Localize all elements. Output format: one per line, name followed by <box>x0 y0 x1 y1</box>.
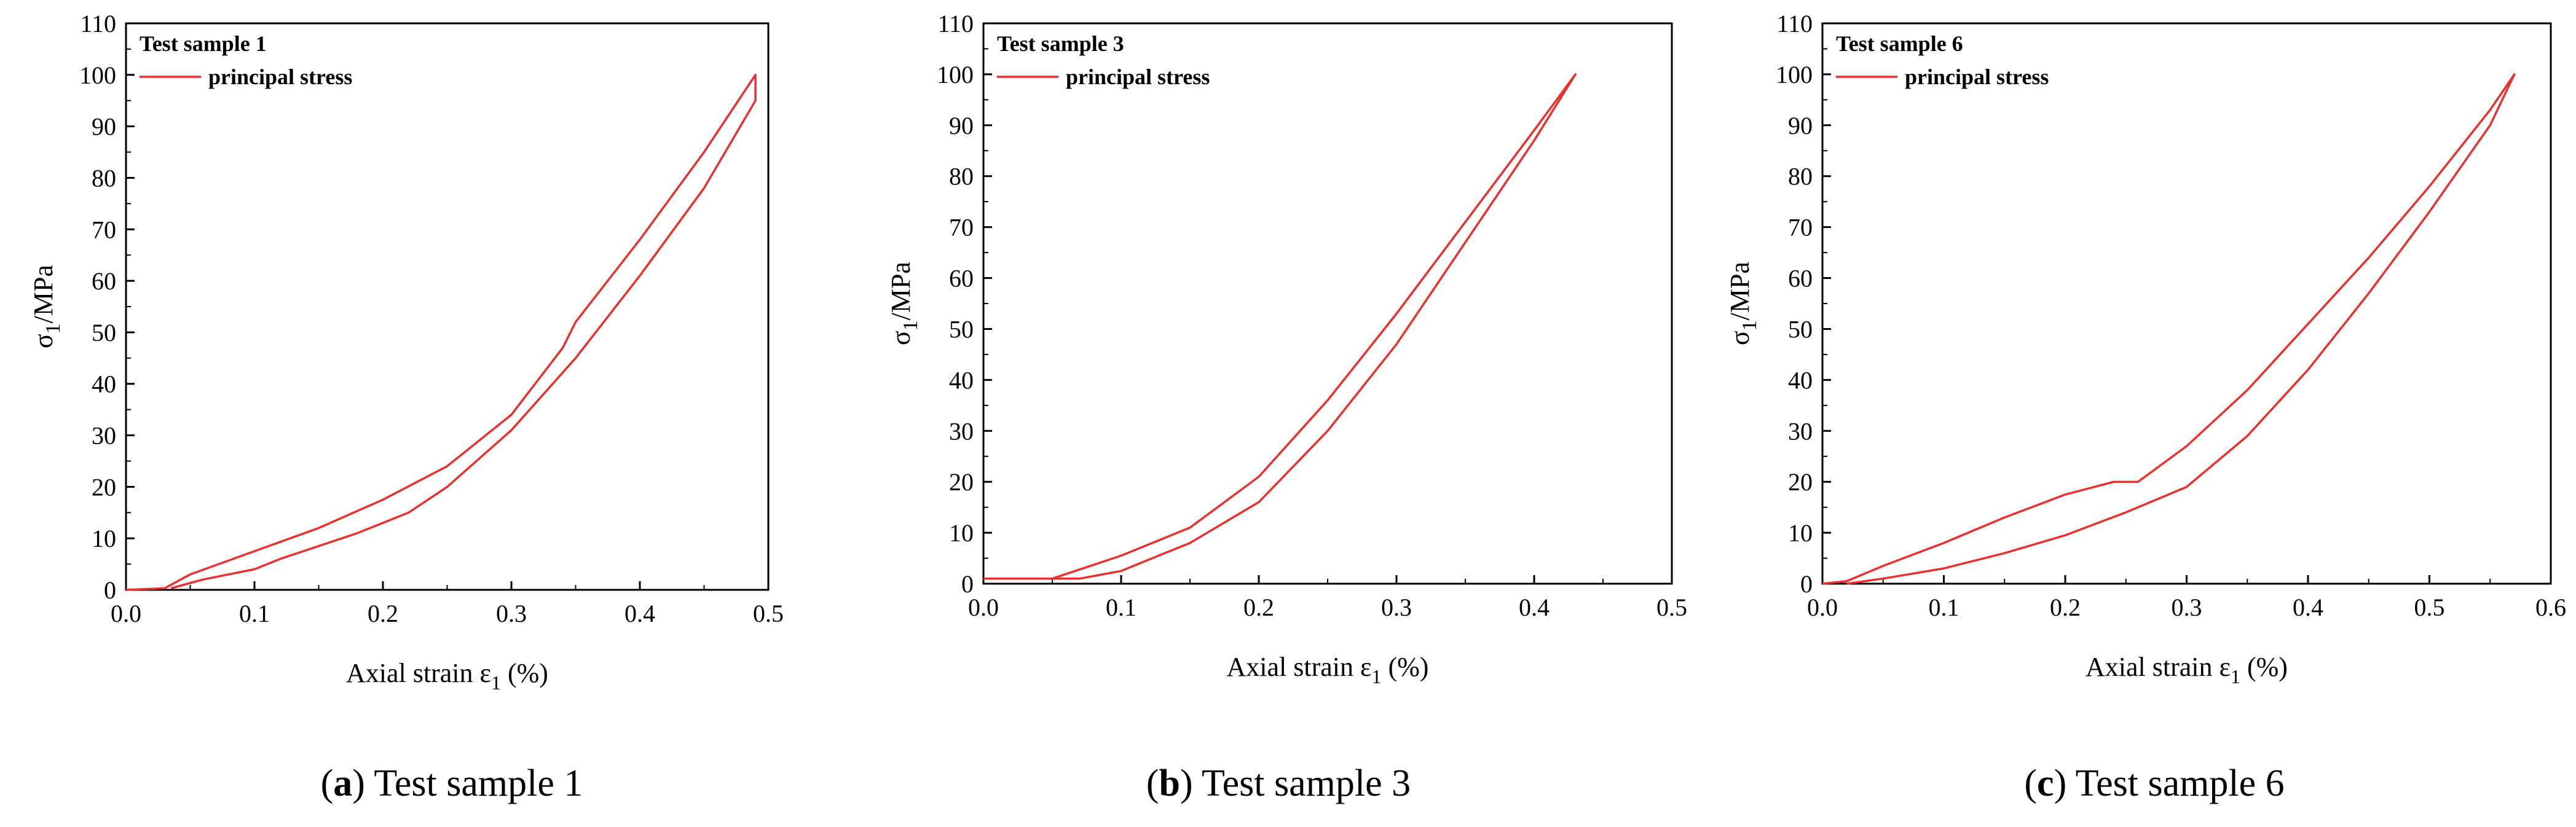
x-tick-label: 0.0 <box>968 594 999 621</box>
chart-panel-3: 0.0 0.1 0.2 0.3 0.4 0.5 0.6 0 10 20 30 40 50 60 70 80 90… <box>1725 10 2566 804</box>
x-tick-label: 0.3 <box>496 600 527 627</box>
legend-title: Test sample 3 <box>997 31 1124 56</box>
y-tick-label: 50 <box>1788 315 1813 343</box>
series-line-1 <box>1822 73 2516 585</box>
x-tick-label: 0.4 <box>624 600 655 627</box>
y-tick-label: 60 <box>1788 265 1813 292</box>
x-tick-label: 0.2 <box>1243 594 1274 621</box>
x-tick-label: 0.1 <box>1106 594 1136 621</box>
x-tick-label: 0.3 <box>1381 594 1412 621</box>
y-tick-label: 100 <box>937 61 974 88</box>
y-tick-label: 80 <box>92 164 116 192</box>
y-tick-label: 0 <box>104 576 116 604</box>
x-tick-label: 0.4 <box>1519 594 1550 621</box>
chart-panel-1: 0.0 0.1 0.2 0.3 0.4 0.5 0 10 20 30 40 50 60 70 80 90 100… <box>28 10 784 804</box>
x-tick-label: 0.1 <box>239 600 270 627</box>
x-tick-label: 0.1 <box>1929 594 1960 621</box>
series-line-1 <box>983 73 1577 580</box>
series-line-1 <box>125 74 757 591</box>
x-tick-label: 0.3 <box>2172 594 2202 621</box>
y-tick-label: 60 <box>949 265 974 292</box>
x-tick-label: 0.6 <box>2535 594 2566 621</box>
y-tick-label: 90 <box>92 113 116 141</box>
y-tick-label: 100 <box>1776 61 1813 88</box>
y-axis-title: σ1/MPa <box>1725 262 1761 345</box>
x-tick-label: 0.5 <box>1656 594 1687 621</box>
y-tick-label: 80 <box>1788 163 1813 190</box>
y-tick-label: 100 <box>79 61 116 89</box>
y-tick-label: 10 <box>949 519 974 547</box>
chart-panel-2: 0.0 0.1 0.2 0.3 0.4 0.5 0 10 20 30 40 50 60 70 80 90 100… <box>886 10 1687 804</box>
y-tick-label: 30 <box>1788 417 1813 445</box>
y-tick-label: 30 <box>949 417 974 445</box>
x-axis-title: Axial strain ε1 (%) <box>346 658 548 694</box>
y-tick-label: 70 <box>92 216 116 243</box>
x-tick-label: 0.5 <box>753 600 784 627</box>
x-tick-label: 0.2 <box>368 600 398 627</box>
y-tick-label: 40 <box>1788 366 1813 394</box>
y-tick-label: 110 <box>1776 10 1813 37</box>
y-tick-label: 90 <box>949 112 974 139</box>
y-axis-title: σ1/MPa <box>886 262 922 345</box>
y-tick-label: 50 <box>949 315 974 343</box>
legend-entry-label: principal stress <box>208 65 352 89</box>
legend-entry-label: principal stress <box>1905 65 2049 89</box>
x-tick-label: 0.2 <box>2050 594 2081 621</box>
y-tick-label: 40 <box>92 370 116 398</box>
panel-caption: (c) Test sample 6 <box>2024 762 2284 804</box>
y-tick-label: 20 <box>1788 468 1813 496</box>
y-tick-label: 70 <box>949 214 974 241</box>
x-axis-title: Axial strain ε1 (%) <box>2086 652 2288 688</box>
legend-title: Test sample 6 <box>1836 31 1963 56</box>
y-tick-label: 20 <box>92 473 116 501</box>
x-tick-label: 0.4 <box>2293 594 2323 621</box>
y-tick-label: 20 <box>949 468 974 496</box>
y-tick-label: 0 <box>1800 570 1813 598</box>
y-tick-label: 80 <box>949 163 974 190</box>
y-tick-label: 50 <box>92 319 116 347</box>
y-tick-label: 10 <box>1788 519 1813 547</box>
y-tick-label: 110 <box>937 10 974 37</box>
y-tick-label: 40 <box>949 366 974 394</box>
legend-entry-label: principal stress <box>1066 65 1210 89</box>
y-tick-label: 30 <box>92 422 116 450</box>
panel-caption: (a) Test sample 1 <box>321 762 583 804</box>
y-tick-label: 70 <box>1788 214 1813 241</box>
panel-caption: (b) Test sample 3 <box>1146 762 1411 804</box>
y-tick-label: 110 <box>80 10 116 37</box>
y-tick-label: 60 <box>92 267 116 295</box>
y-tick-label: 90 <box>1788 112 1813 139</box>
y-tick-label: 10 <box>92 525 116 552</box>
x-tick-label: 0.0 <box>1807 594 1838 621</box>
x-axis-title: Axial strain ε1 (%) <box>1227 652 1429 688</box>
legend-title: Test sample 1 <box>140 31 267 56</box>
y-axis-title: σ1/MPa <box>28 265 65 348</box>
x-tick-label: 0.0 <box>111 600 141 627</box>
x-tick-label: 0.5 <box>2414 594 2445 621</box>
y-tick-label: 0 <box>961 570 974 598</box>
